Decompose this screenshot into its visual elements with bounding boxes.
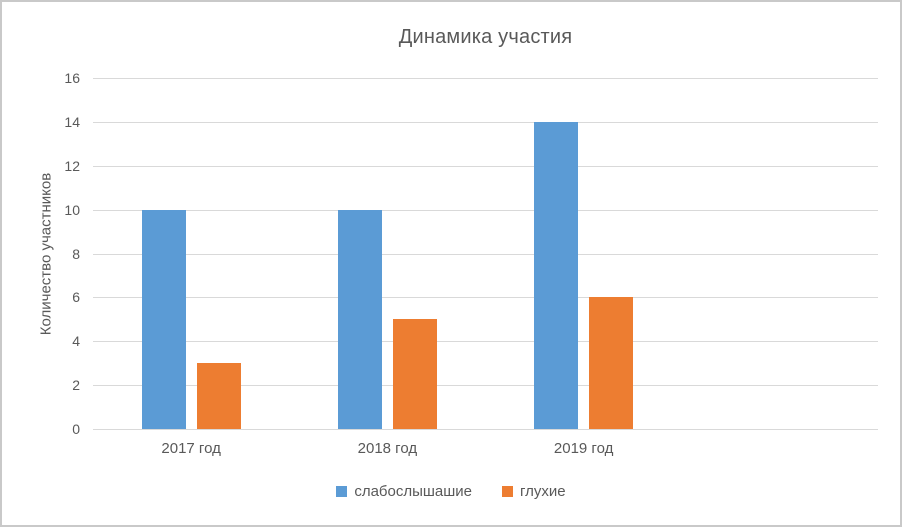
legend-item-label: глухие [520,483,566,500]
x-tick-label: 2019 год [553,440,614,457]
y-tick-label: 0 [72,421,80,437]
gridline [93,297,878,299]
legend-item: глухие [502,483,566,500]
x-tick-label: 2017 год [161,440,221,457]
gridline [93,385,878,387]
bar-s2-c2 [392,319,437,429]
legend-swatch-icon [502,486,514,497]
gridline [93,341,878,343]
legend-item-label: слабослышашие [354,483,473,500]
y-tick-label: 2 [72,377,80,394]
plot-area [93,78,878,430]
bar-s1-c3 [534,121,579,429]
legend-swatch-icon [336,486,348,497]
gridline [93,429,878,430]
y-tick-label: 8 [72,245,80,262]
y-tick-label: 12 [64,157,80,174]
y-tick-label: 6 [72,289,80,306]
gridline [93,121,878,123]
x-tick-label: 2018 год [357,440,418,457]
gridline [93,78,878,79]
y-tick-label: 16 [64,70,80,86]
legend: слабослышашие глухие [2,483,900,500]
legend-item: слабослышашие [336,483,472,500]
y-tick-label: 10 [64,201,80,218]
bar-s2-c3 [589,297,634,429]
gridline [93,165,878,167]
gridline [93,209,878,211]
bar-s1-c1 [141,209,186,429]
gridline [93,253,878,255]
bar-s2-c1 [196,363,241,429]
y-tick-label: 4 [72,333,80,350]
y-tick-label: 14 [64,113,80,130]
chart-title: Динамика участия [398,26,573,48]
bar-s1-c2 [337,209,382,429]
